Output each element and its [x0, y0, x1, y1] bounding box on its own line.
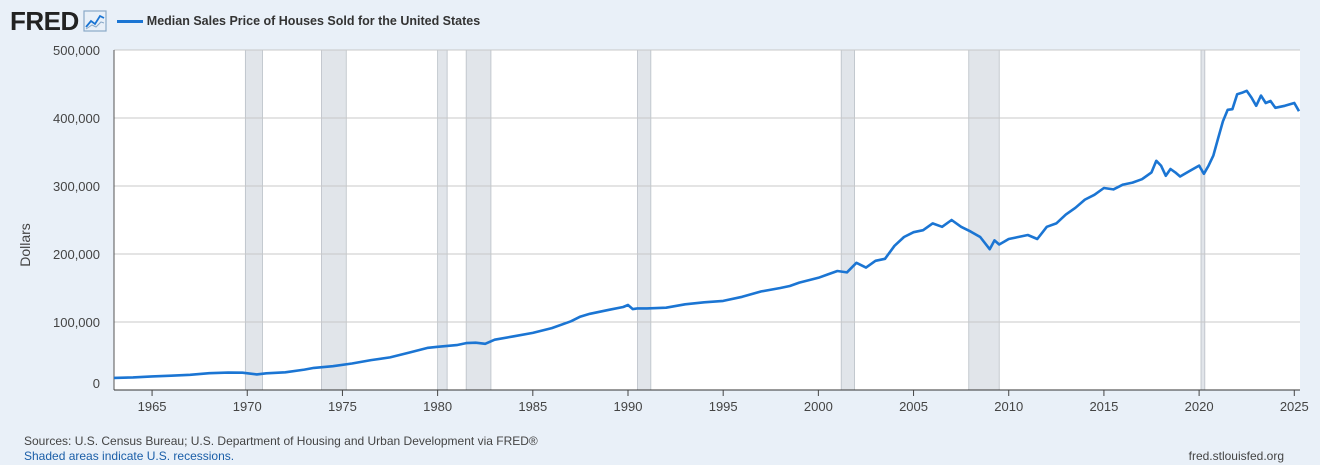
legend-swatch — [116, 19, 143, 23]
recession-band — [968, 49, 1000, 391]
x-tick-labels: 1965 1970 1975 1980 1985 1990 1995 2000 2005 2010… — [138, 390, 1309, 414]
recession-band — [1200, 49, 1206, 391]
fred-logo[interactable]: FRED — [10, 6, 79, 36]
recession-band — [321, 49, 347, 391]
recession-band — [465, 49, 492, 391]
recession-band — [637, 49, 652, 391]
sources-note: Sources: U.S. Census Bureau; U.S. Depart… — [24, 434, 538, 464]
plot-area — [114, 50, 1300, 390]
x-tick-label: 2020 — [1185, 399, 1214, 414]
y-tick-label: 100,000 — [53, 315, 100, 330]
x-tick-label: 2015 — [1089, 399, 1118, 414]
recession-band — [244, 49, 263, 391]
x-tick-label: 1965 — [138, 399, 167, 414]
y-tick-label: 300,000 — [53, 179, 100, 194]
y-tick-label: 0 — [93, 376, 100, 391]
y-tick-label: 500,000 — [53, 43, 100, 58]
x-tick-label: 2025 — [1280, 399, 1309, 414]
x-tick-label: 1975 — [328, 399, 357, 414]
series-line[interactable] — [113, 89, 1301, 380]
y-tick-label: 200,000 — [53, 247, 100, 262]
y-tick-label: 400,000 — [53, 111, 100, 126]
recession-band — [840, 49, 855, 391]
legend-label: Median Sales Price of Houses Sold for th… — [146, 14, 481, 28]
gridlines — [114, 49, 1300, 323]
recession-bands — [244, 49, 1206, 391]
sources-text: Sources: U.S. Census Bureau; U.S. Depart… — [24, 434, 538, 448]
y-axis-label: Dollars — [16, 223, 33, 267]
line-chart-icon — [83, 10, 107, 32]
x-tick-label: 2000 — [804, 399, 833, 414]
recession-note-link[interactable]: Shaded areas indicate U.S. recessions. — [24, 449, 235, 463]
x-tick-label: 1985 — [518, 399, 547, 414]
x-tick-label: 1970 — [233, 399, 262, 414]
site-credit[interactable]: fred.stlouisfed.org — [1188, 449, 1284, 463]
x-tick-label: 2010 — [994, 399, 1023, 414]
x-tick-label: 2005 — [899, 399, 928, 414]
x-tick-label: 1980 — [423, 399, 452, 414]
legend[interactable]: Median Sales Price of Houses Sold for th… — [116, 14, 481, 28]
y-tick-labels: 0 100,000 200,000 300,000 400,000 500,000 — [53, 43, 100, 391]
recession-band — [437, 49, 448, 391]
chart-header: FRED Median Sales Price of Houses Sold f… — [10, 4, 480, 38]
x-tick-label: 1990 — [614, 399, 643, 414]
x-tick-label: 1995 — [709, 399, 738, 414]
